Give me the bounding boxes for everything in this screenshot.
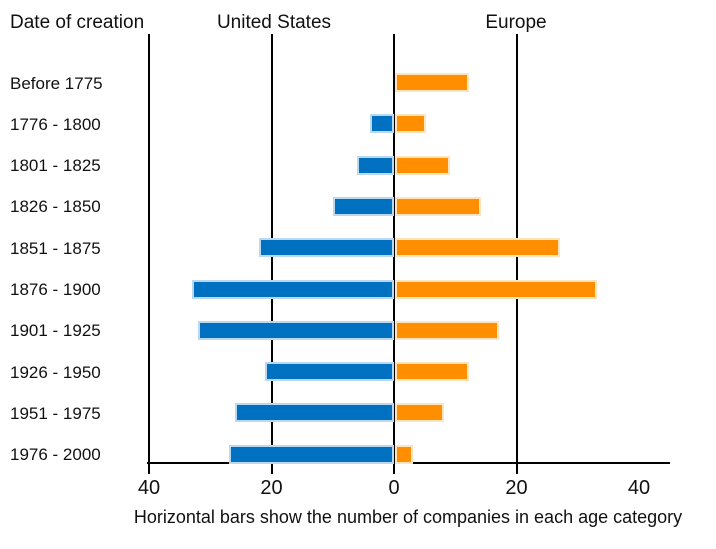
category-label: 1901 - 1925 xyxy=(10,321,101,341)
bar-united-states xyxy=(259,238,394,258)
x-tick-label-0: 40 xyxy=(137,477,161,499)
series-header-united-states: United States xyxy=(216,12,332,33)
x-tick-label-1: 20 xyxy=(260,477,283,499)
bar-europe xyxy=(395,238,561,258)
bar-europe xyxy=(395,362,469,382)
category-label: 1976 - 2000 xyxy=(10,445,101,465)
category-label: 1926 - 1950 xyxy=(10,362,101,382)
bar-europe xyxy=(395,155,451,175)
x-tick-label-4: 40 xyxy=(627,477,651,499)
bar-united-states xyxy=(357,155,394,175)
bar-united-states xyxy=(198,320,394,340)
category-label: 1851 - 1875 xyxy=(10,238,101,258)
bar-europe xyxy=(395,73,469,92)
series-header-europe: Europe xyxy=(485,12,547,33)
x-tick-label-3: 20 xyxy=(505,477,528,499)
bar-united-states xyxy=(191,279,394,299)
bar-europe xyxy=(395,403,444,423)
bar-europe xyxy=(395,444,414,464)
bar-united-states xyxy=(265,362,394,382)
x-tick-label-2: 0 xyxy=(388,477,400,499)
bar-united-states xyxy=(332,196,394,216)
category-label: 1801 - 1825 xyxy=(10,156,101,176)
category-label: Before 1775 xyxy=(10,73,103,93)
bar-united-states xyxy=(369,114,394,134)
bar-europe xyxy=(395,320,500,340)
row-axis-title: Date of creation xyxy=(10,12,145,33)
bar-united-states xyxy=(234,403,394,423)
bar-europe xyxy=(395,114,426,134)
category-label: 1876 - 1900 xyxy=(10,280,101,299)
bar-europe xyxy=(395,279,598,299)
category-label: 1826 - 1850 xyxy=(10,197,101,217)
category-label: 1776 - 1800 xyxy=(10,114,101,134)
category-label: 1951 - 1975 xyxy=(10,403,101,423)
gridline--40 xyxy=(148,34,150,474)
bar-united-states xyxy=(228,444,394,464)
chart-caption: Horizontal bars show the number of compa… xyxy=(133,507,683,527)
bar-europe xyxy=(395,196,481,216)
gridline-0 xyxy=(393,34,395,474)
